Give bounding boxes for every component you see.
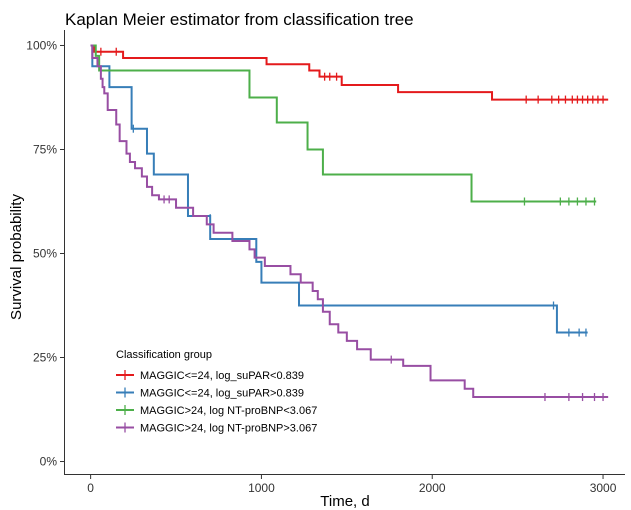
survival-curve [90, 44, 609, 101]
survival-curve [90, 44, 609, 399]
x-axis-ticks: 0 1000 2000 3000 [87, 474, 617, 495]
chart-title: Kaplan Meier estimator from classificati… [65, 10, 414, 29]
x-tick-label: 2000 [419, 481, 446, 495]
survival-curves [90, 44, 609, 402]
y-tick-label: 100% [26, 38, 57, 52]
survival-curve [90, 44, 597, 203]
x-tick-label: 1000 [248, 481, 275, 495]
x-tick-label: 3000 [590, 481, 617, 495]
legend-title: Classification group [116, 349, 212, 361]
y-tick-label: 75% [33, 142, 57, 156]
legend: Classification group MAGGIC<=24, log_suP… [116, 349, 317, 435]
y-tick-label: 0% [40, 455, 58, 469]
legend-label: MAGGIC<=24, log_suPAR>0.839 [140, 388, 304, 400]
y-tick-label: 50% [33, 247, 57, 261]
y-axis-ticks: 0% 25% 50% 75% 100% [26, 38, 65, 469]
y-tick-label: 25% [33, 351, 57, 365]
legend-label: MAGGIC>24, log NT-proBNP>3.067 [140, 423, 317, 435]
legend-label: MAGGIC<=24, log_suPAR<0.839 [140, 370, 304, 382]
y-axis-title: Survival probability [8, 194, 25, 320]
survival-curve [90, 44, 588, 334]
x-axis-title: Time, d [320, 493, 369, 510]
x-tick-label: 0 [87, 481, 94, 495]
legend-label: MAGGIC>24, log NT-proBNP<3.067 [140, 405, 317, 417]
